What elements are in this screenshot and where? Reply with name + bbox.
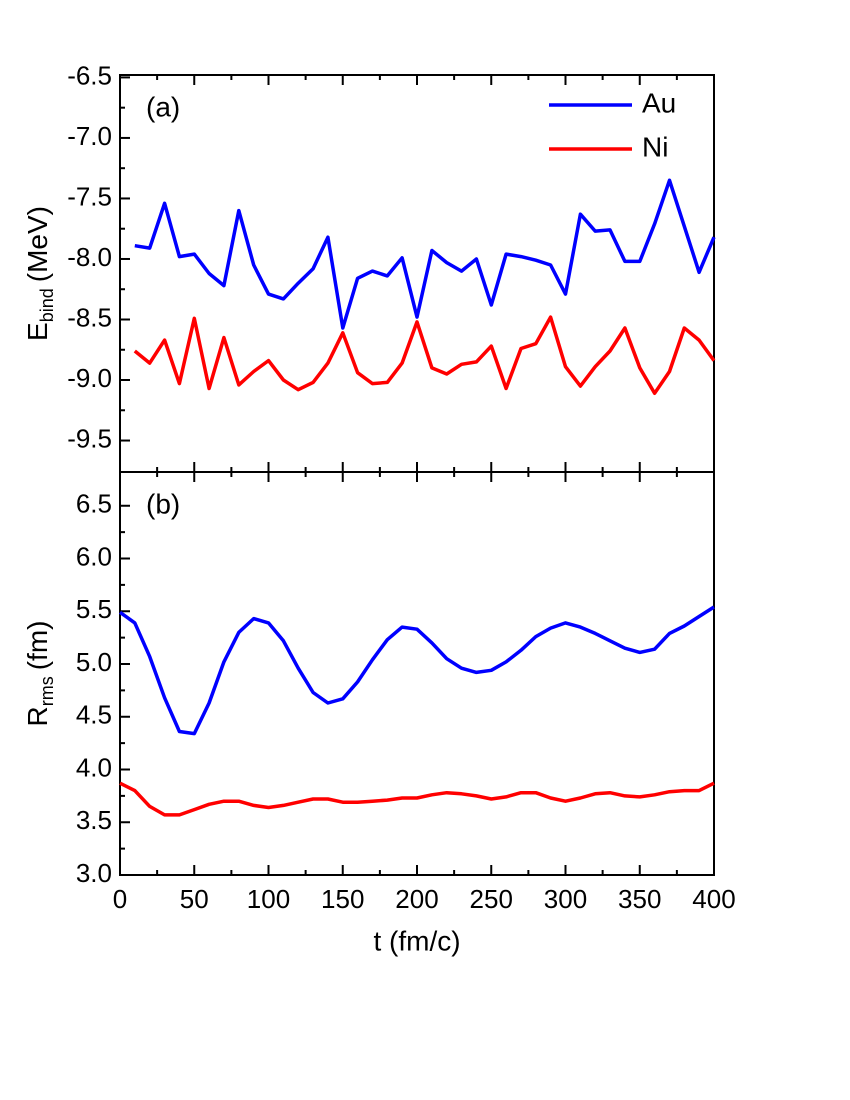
y-tick-label: 6.0 — [76, 541, 112, 571]
y-axis-label-sub: bind — [37, 288, 57, 322]
y-axis-label-sub: rms — [37, 676, 57, 706]
y-tick-label: 4.0 — [76, 752, 112, 782]
y-tick-label: -6.5 — [67, 60, 112, 90]
y-tick-label: -8.0 — [67, 242, 112, 272]
series-line — [119, 781, 715, 817]
x-axis-label: t (fm/c) — [373, 925, 460, 956]
y-tick-label: -9.5 — [67, 423, 112, 453]
y-tick-label: -7.5 — [67, 181, 112, 211]
x-tick-label: 150 — [321, 884, 364, 914]
legend-label: Au — [642, 87, 676, 118]
y-axis-label-main: R — [22, 706, 53, 726]
x-tick-label: 200 — [395, 884, 438, 914]
x-tick-label: 0 — [113, 884, 127, 914]
y-tick-label: -7.0 — [67, 121, 112, 151]
plot-frame — [119, 471, 715, 876]
series-line — [134, 178, 716, 330]
y-tick-label: -9.0 — [67, 363, 112, 393]
x-tick-label: 50 — [180, 884, 209, 914]
y-tick-label: 4.5 — [76, 700, 112, 730]
y-axis-label-unit: (MeV) — [22, 206, 53, 282]
x-tick-label: 300 — [544, 884, 587, 914]
panel-label: (b) — [146, 488, 180, 519]
y-axis-label: Rrms (fm) — [22, 621, 56, 727]
y-tick-label: 5.0 — [76, 647, 112, 677]
x-tick-label: 100 — [247, 884, 290, 914]
y-axis-label-main: E — [22, 322, 53, 341]
series-line — [133, 315, 716, 396]
x-tick-label: 350 — [618, 884, 661, 914]
y-axis-label-unit: (fm) — [22, 621, 53, 671]
panel-label: (a) — [146, 91, 180, 122]
y-tick-label: -8.5 — [67, 302, 112, 332]
series-line — [118, 605, 715, 736]
y-tick-label: 3.5 — [76, 805, 112, 835]
y-axis-label: Ebind (MeV) — [22, 206, 56, 341]
y-tick-label: 6.5 — [76, 489, 112, 519]
legend-label: Ni — [642, 131, 668, 162]
y-tick-label: 3.0 — [76, 858, 112, 888]
x-tick-label: 400 — [692, 884, 735, 914]
x-tick-label: 250 — [470, 884, 513, 914]
y-tick-label: 5.5 — [76, 594, 112, 624]
